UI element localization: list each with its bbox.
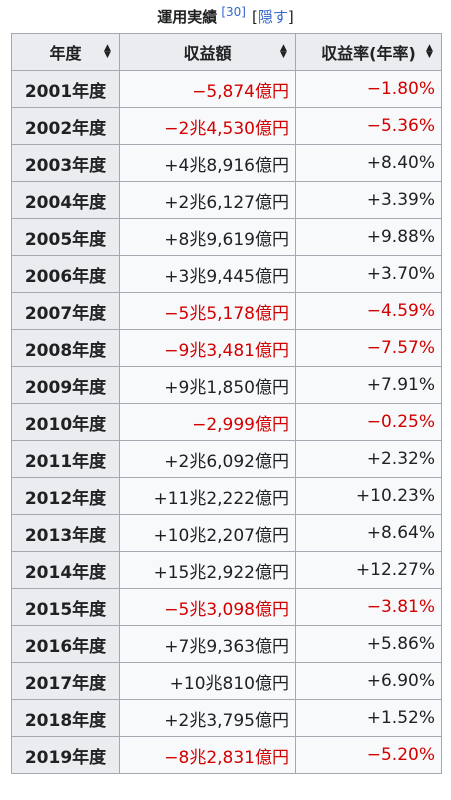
row-year: 2017年度	[11, 662, 120, 700]
table-row: 2004年度 +2兆6,127億円 +3.39%	[11, 181, 442, 219]
row-amount: −2,999億円	[119, 403, 296, 441]
row-year: 2012年度	[11, 477, 120, 515]
row-rate: −3.81%	[295, 588, 442, 626]
table-row: 2012年度 +11兆2,222億円 +10.23%	[11, 477, 442, 515]
row-rate: +2.32%	[295, 440, 442, 478]
table-row: 2006年度 +3兆9,445億円 +3.70%	[11, 255, 442, 293]
row-year: 2013年度	[11, 514, 120, 552]
table-row: 2016年度 +7兆9,363億円 +5.86%	[11, 625, 442, 663]
sort-icon[interactable]: ▲ ▼	[426, 43, 433, 60]
column-header-year-label: 年度	[49, 44, 82, 63]
row-rate: −5.36%	[295, 107, 442, 145]
table-row: 2009年度 +9兆1,850億円 +7.91%	[11, 366, 442, 404]
row-year: 2010年度	[11, 403, 120, 441]
row-amount: +9兆1,850億円	[119, 366, 296, 404]
row-year: 2011年度	[11, 440, 120, 478]
collapse-toggle: [隠す]	[252, 8, 294, 26]
table-row: 2019年度 −8兆2,831億円 −5.20%	[11, 736, 442, 774]
column-header-amount[interactable]: 収益額 ▲ ▼	[119, 33, 296, 71]
row-amount: −2兆4,530億円	[119, 107, 296, 145]
table-row: 2008年度 −9兆3,481億円 −7.57%	[11, 329, 442, 367]
row-rate: +8.64%	[295, 514, 442, 552]
table-row: 2017年度 +10兆810億円 +6.90%	[11, 662, 442, 700]
table-row: 2018年度 +2兆3,795億円 +1.52%	[11, 699, 442, 737]
row-year: 2016年度	[11, 625, 120, 663]
reference-link[interactable]: [30]	[221, 5, 246, 19]
table-caption: 運用実績 [30] [隠す]	[0, 4, 451, 30]
row-amount: −8兆2,831億円	[119, 736, 296, 774]
column-header-amount-label: 収益額	[183, 44, 232, 63]
row-amount: +11兆2,222億円	[119, 477, 296, 515]
row-rate: +10.23%	[295, 477, 442, 515]
row-amount: +15兆2,922億円	[119, 551, 296, 589]
row-year: 2001年度	[11, 70, 120, 108]
table-row: 2011年度 +2兆6,092億円 +2.32%	[11, 440, 442, 478]
row-year: 2008年度	[11, 329, 120, 367]
row-year: 2019年度	[11, 736, 120, 774]
toggle-open-bracket: [	[251, 8, 258, 26]
row-amount: +2兆3,795億円	[119, 699, 296, 737]
row-rate: +9.88%	[295, 218, 442, 256]
row-rate: +3.39%	[295, 181, 442, 219]
row-amount: −5兆5,178億円	[119, 292, 296, 330]
row-rate: +6.90%	[295, 662, 442, 700]
row-year: 2018年度	[11, 699, 120, 737]
table-row: 2001年度 −5,874億円 −1.80%	[11, 70, 442, 108]
row-rate: +5.86%	[295, 625, 442, 663]
row-amount: +10兆810億円	[119, 662, 296, 700]
hide-toggle-link[interactable]: 隠す	[257, 8, 288, 26]
row-rate: −4.59%	[295, 292, 442, 330]
table-title: 運用実績	[157, 8, 218, 26]
column-header-rate[interactable]: 収益率(年率) ▲ ▼	[295, 33, 442, 71]
row-year: 2014年度	[11, 551, 120, 589]
row-year: 2005年度	[11, 218, 120, 256]
row-amount: +2兆6,092億円	[119, 440, 296, 478]
column-header-rate-label: 収益率(年率)	[321, 44, 416, 63]
header-row: 年度 ▲ ▼ 収益額 ▲ ▼ 収益率(年率) ▲ ▼	[11, 33, 442, 71]
sort-icon[interactable]: ▲ ▼	[104, 43, 111, 60]
row-year: 2006年度	[11, 255, 120, 293]
toggle-close-bracket: ]	[287, 8, 294, 26]
table-body: 2001年度 −5,874億円 −1.80% 2002年度 −2兆4,530億円 −5.3…	[11, 70, 442, 774]
row-rate: +1.52%	[295, 699, 442, 737]
row-rate: +3.70%	[295, 255, 442, 293]
row-rate: −7.57%	[295, 329, 442, 367]
performance-table: 年度 ▲ ▼ 収益額 ▲ ▼ 収益率(年率) ▲ ▼ 2001年度 −5,874億円 −1…	[11, 33, 442, 774]
table-row: 2015年度 −5兆3,098億円 −3.81%	[11, 588, 442, 626]
table-row: 2010年度 −2,999億円 −0.25%	[11, 403, 442, 441]
table-row: 2013年度 +10兆2,207億円 +8.64%	[11, 514, 442, 552]
row-amount: −5,874億円	[119, 70, 296, 108]
row-year: 2002年度	[11, 107, 120, 145]
table-row: 2007年度 −5兆5,178億円 −4.59%	[11, 292, 442, 330]
table-row: 2014年度 +15兆2,922億円 +12.27%	[11, 551, 442, 589]
row-amount: +7兆9,363億円	[119, 625, 296, 663]
column-header-year[interactable]: 年度 ▲ ▼	[11, 33, 120, 71]
row-year: 2007年度	[11, 292, 120, 330]
row-amount: −5兆3,098億円	[119, 588, 296, 626]
row-year: 2009年度	[11, 366, 120, 404]
row-year: 2003年度	[11, 144, 120, 182]
row-amount: +3兆9,445億円	[119, 255, 296, 293]
table-row: 2003年度 +4兆8,916億円 +8.40%	[11, 144, 442, 182]
row-year: 2015年度	[11, 588, 120, 626]
table-row: 2005年度 +8兆9,619億円 +9.88%	[11, 218, 442, 256]
row-amount: +10兆2,207億円	[119, 514, 296, 552]
row-rate: −1.80%	[295, 70, 442, 108]
row-rate: −0.25%	[295, 403, 442, 441]
row-amount: +4兆8,916億円	[119, 144, 296, 182]
row-rate: +8.40%	[295, 144, 442, 182]
row-rate: −5.20%	[295, 736, 442, 774]
row-rate: +7.91%	[295, 366, 442, 404]
row-year: 2004年度	[11, 181, 120, 219]
sort-icon[interactable]: ▲ ▼	[280, 43, 287, 60]
row-amount: −9兆3,481億円	[119, 329, 296, 367]
row-rate: +12.27%	[295, 551, 442, 589]
row-amount: +8兆9,619億円	[119, 218, 296, 256]
table-row: 2002年度 −2兆4,530億円 −5.36%	[11, 107, 442, 145]
row-amount: +2兆6,127億円	[119, 181, 296, 219]
